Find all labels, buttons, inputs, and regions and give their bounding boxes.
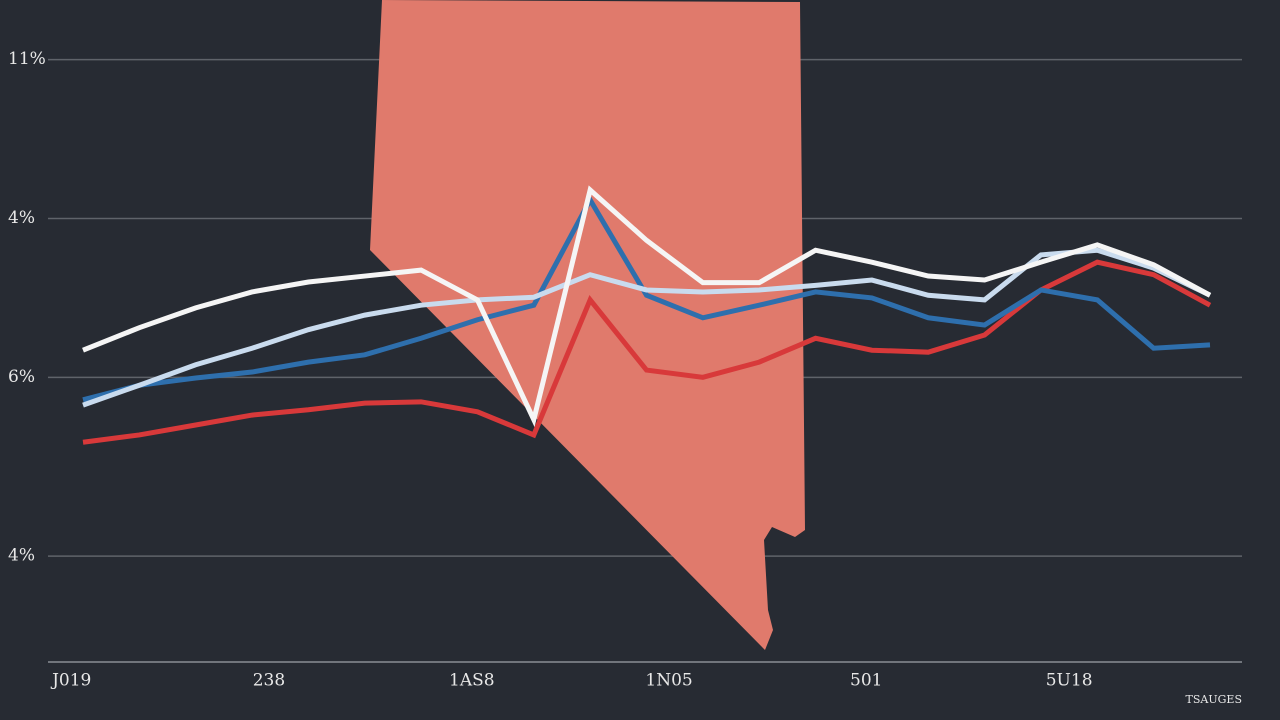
x-tick-label: 1N05 xyxy=(645,671,692,691)
series-line xyxy=(82,185,1212,428)
y-tick-label: 11% xyxy=(8,49,46,69)
x-tick-label: 238 xyxy=(253,671,285,691)
y-tick-label: 4% xyxy=(8,546,35,566)
source-note: TSAUGES xyxy=(1186,693,1242,706)
x-tick-label: 5U18 xyxy=(1046,671,1093,691)
series-line xyxy=(82,259,1212,445)
lines xyxy=(82,185,1212,445)
y-tick-label: 4% xyxy=(8,208,35,228)
state-shape xyxy=(370,0,805,650)
x-tick-label: 501 xyxy=(850,671,882,691)
x-tick-label: J019 xyxy=(50,671,91,691)
y-tick-label: 6% xyxy=(8,367,35,387)
x-tick-label: 1AS8 xyxy=(449,671,495,691)
series-line xyxy=(82,194,1211,403)
